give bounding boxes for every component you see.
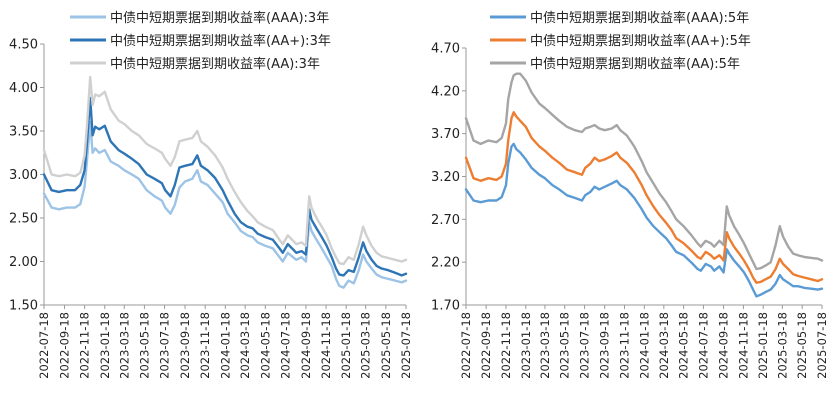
x-tick-label: 2023-09-18 <box>598 312 612 379</box>
x-tick-label: 2024-07-18 <box>696 312 710 379</box>
legend-label: 中债中短期票据到期收益率(AA):3年 <box>110 56 320 72</box>
legend-label: 中债中短期票据到期收益率(AA+):3年 <box>110 33 331 49</box>
x-tick-label: 2023-01-18 <box>98 312 112 379</box>
x-tick-label: 2023-11-18 <box>198 312 212 379</box>
x-tick-label: 2023-07-18 <box>578 312 592 379</box>
x-tick-label: 2025-07-18 <box>815 312 828 379</box>
x-tick-label: 2023-05-18 <box>137 312 151 379</box>
series-line-2 <box>42 96 408 277</box>
series-line-2 <box>464 111 824 284</box>
x-tick-label: 2022-09-18 <box>479 312 493 379</box>
x-tick-label: 2024-01-18 <box>218 312 232 379</box>
x-tick-label: 2024-07-18 <box>278 312 292 379</box>
y-tick-label: 4.00 <box>9 81 38 96</box>
x-tick-label: 2024-05-18 <box>677 312 691 379</box>
y-tick-label: 3.50 <box>9 125 38 140</box>
x-tick-label: 2025-01-18 <box>756 312 770 379</box>
x-tick-label: 2024-01-18 <box>637 312 651 379</box>
x-tick-label: 2023-11-18 <box>618 312 632 379</box>
series-line-1 <box>464 142 824 298</box>
x-tick-label: 2024-03-18 <box>238 312 252 379</box>
x-tick-label: 2025-03-18 <box>775 312 789 379</box>
y-tick-label: 3.00 <box>9 168 38 183</box>
legend-label: 中债中短期票据到期收益率(AAA):5年 <box>530 10 749 26</box>
chart-panel-2: 1.70 2.20 2.70 3.20 3.70 4.20 4.70 2022-07-18 20… <box>431 10 828 379</box>
x-tick-label: 2023-05-18 <box>558 312 572 379</box>
series-line-3 <box>42 75 408 266</box>
x-tick-label: 2024-03-18 <box>657 312 671 379</box>
x-tick-label: 2025-05-18 <box>379 312 393 379</box>
x-tick-label: 2023-03-18 <box>117 312 131 379</box>
x-tick-label: 2023-03-18 <box>538 312 552 379</box>
legend-label: 中债中短期票据到期收益率(AA+):5年 <box>530 33 751 49</box>
x-tick-label: 2022-07-18 <box>37 312 51 379</box>
x-tick-label: 2022-09-18 <box>57 312 71 379</box>
legend-label: 中债中短期票据到期收益率(AAA):3年 <box>110 10 329 26</box>
x-tick-label: 2023-09-18 <box>178 312 192 379</box>
y-tick-label: 3.70 <box>431 127 460 142</box>
y-tick-label: 2.70 <box>431 213 460 228</box>
y-tick-label: 1.70 <box>431 299 460 314</box>
x-tick-label: 2024-09-18 <box>299 312 313 379</box>
y-tick-label: 2.00 <box>9 255 38 270</box>
y-tick-label: 1.50 <box>9 299 38 314</box>
x-tick-label: 2025-03-18 <box>359 312 373 379</box>
x-tick-label: 2023-01-18 <box>519 312 533 379</box>
y-tick-label: 2.20 <box>431 256 460 271</box>
x-tick-label: 2023-07-18 <box>158 312 172 379</box>
x-tick-label: 2024-05-18 <box>258 312 272 379</box>
x-tick-label: 2022-11-18 <box>78 312 92 379</box>
legend-label: 中债中短期票据到期收益率(AA):5年 <box>530 56 740 72</box>
y-tick-label: 4.20 <box>431 84 460 99</box>
x-tick-label: 2025-05-18 <box>795 312 809 379</box>
x-tick-label: 2024-09-18 <box>717 312 731 379</box>
x-tick-label: 2022-07-18 <box>459 312 473 379</box>
x-tick-label: 2025-07-18 <box>399 312 413 379</box>
series-line-3 <box>464 72 824 271</box>
series-line-1 <box>42 121 408 289</box>
y-tick-label: 4.70 <box>431 42 460 57</box>
y-tick-label: 2.50 <box>9 212 38 227</box>
legend: 中债中短期票据到期收益率(AAA):3年中债中短期票据到期收益率(AA+):3年… <box>70 10 331 72</box>
y-tick-label: 4.50 <box>9 38 38 53</box>
chart-panel-1: 1.50 2.00 2.50 3.00 3.50 4.00 4.50 2022-07-18 20… <box>9 10 413 379</box>
x-tick-label: 2022-11-18 <box>499 312 513 379</box>
x-tick-label: 2024-11-18 <box>736 312 750 379</box>
x-tick-label: 2024-11-18 <box>319 312 333 379</box>
y-tick-label: 3.20 <box>431 170 460 185</box>
x-tick-label: 2025-01-18 <box>339 312 353 379</box>
legend: 中债中短期票据到期收益率(AAA):5年中债中短期票据到期收益率(AA+):5年… <box>490 10 751 72</box>
